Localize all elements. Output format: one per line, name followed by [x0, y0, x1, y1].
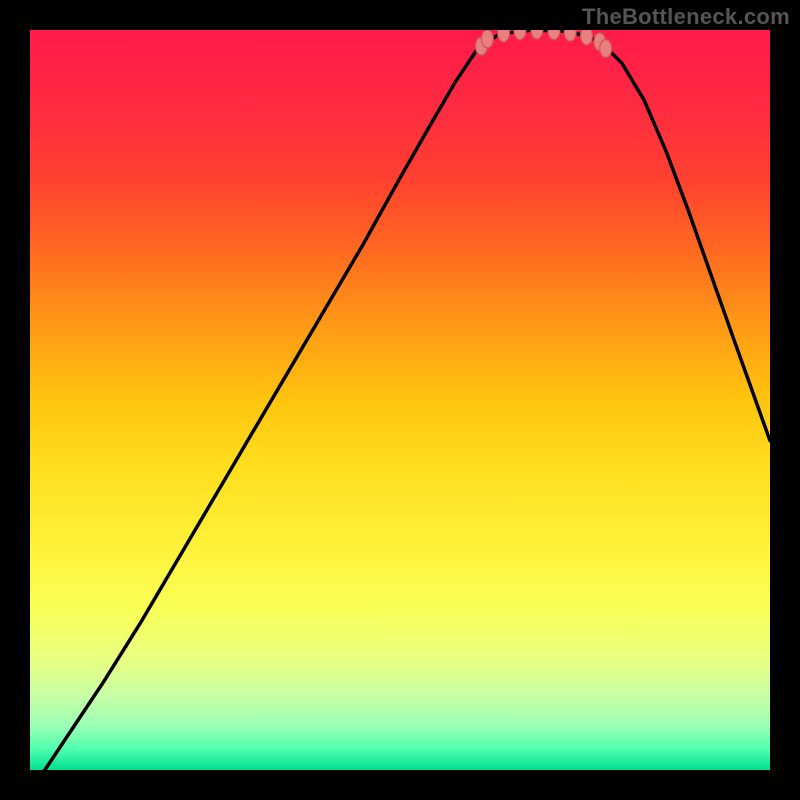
optimal-marker	[481, 30, 493, 48]
gradient-plot-area	[30, 30, 770, 770]
watermark-text: TheBottleneck.com	[582, 4, 790, 30]
bottleneck-curve-chart	[0, 0, 800, 800]
optimal-marker	[600, 40, 612, 58]
chart-container: TheBottleneck.com	[0, 0, 800, 800]
